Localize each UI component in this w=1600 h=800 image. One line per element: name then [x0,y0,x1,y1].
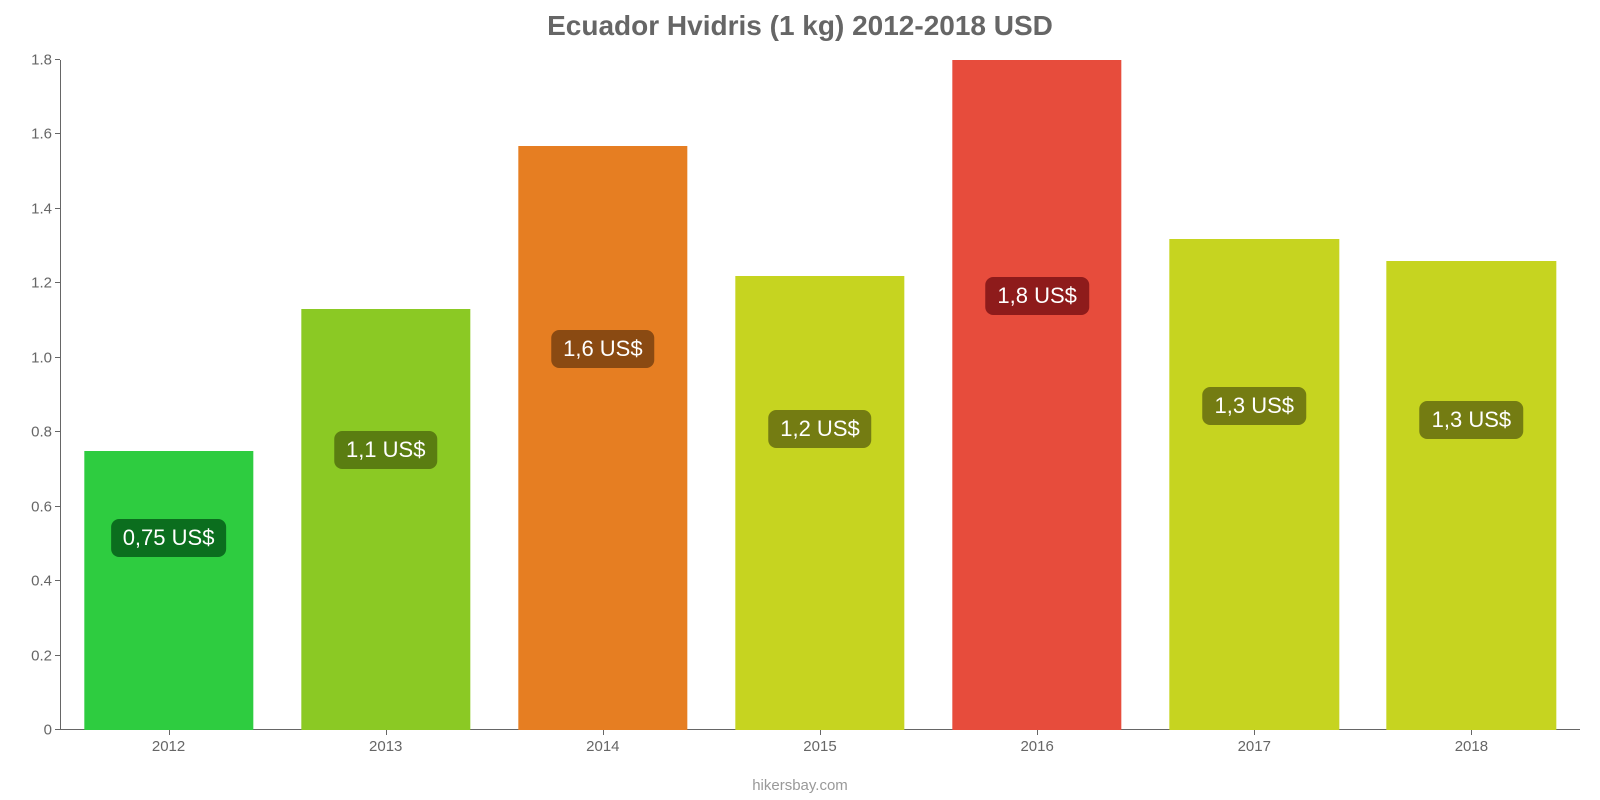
bar [735,276,904,730]
bar-value-label: 1,2 US$ [768,410,872,448]
plot-area: 0,75 US$20121,1 US$20131,6 US$20141,2 US… [60,60,1580,730]
bar-slot: 1,6 US$2014 [494,60,711,730]
y-tick-mark [55,729,60,730]
x-tick-mark [603,730,604,735]
x-tick-mark [386,730,387,735]
bar-slot: 1,3 US$2018 [1363,60,1580,730]
bar-slot: 1,3 US$2017 [1146,60,1363,730]
x-tick-mark [1037,730,1038,735]
bar-value-label: 1,6 US$ [551,330,655,368]
bar [84,451,253,730]
y-tick-mark [55,506,60,507]
x-tick-label: 2017 [1238,738,1271,755]
bars-group: 0,75 US$20121,1 US$20131,6 US$20141,2 US… [60,60,1580,730]
bar [1387,261,1556,730]
bar [952,60,1121,730]
bar-value-label: 1,1 US$ [334,431,438,469]
y-tick-mark [55,133,60,134]
y-tick-label: 1.6 [31,126,52,143]
y-tick-mark [55,282,60,283]
x-tick-mark [1471,730,1472,735]
y-tick-label: 1.8 [31,52,52,69]
y-tick-mark [55,59,60,60]
bar [518,146,687,730]
bar-slot: 1,2 US$2015 [711,60,928,730]
y-tick-mark [55,580,60,581]
bar-slot: 0,75 US$2012 [60,60,277,730]
x-tick-label: 2013 [369,738,402,755]
chart-container: Ecuador Hvidris (1 kg) 2012-2018 USD 0,7… [0,0,1600,800]
bar-value-label: 1,3 US$ [1203,387,1307,425]
bar [301,309,470,730]
x-tick-label: 2014 [586,738,619,755]
bar-value-label: 1,8 US$ [985,277,1089,315]
x-tick-mark [169,730,170,735]
bar-slot: 1,8 US$2016 [929,60,1146,730]
y-tick-label: 0.2 [31,647,52,664]
y-tick-label: 0.8 [31,424,52,441]
bar-value-label: 0,75 US$ [111,519,227,557]
y-tick-label: 1.2 [31,275,52,292]
y-tick-label: 1.4 [31,200,52,217]
attribution-text: hikersbay.com [0,777,1600,794]
x-tick-label: 2018 [1455,738,1488,755]
y-tick-label: 0.6 [31,498,52,515]
chart-title: Ecuador Hvidris (1 kg) 2012-2018 USD [0,10,1600,42]
y-tick-label: 0 [44,722,52,739]
x-tick-label: 2012 [152,738,185,755]
x-tick-mark [1254,730,1255,735]
x-tick-mark [820,730,821,735]
bar-value-label: 1,3 US$ [1420,401,1524,439]
bar-slot: 1,1 US$2013 [277,60,494,730]
y-tick-mark [55,357,60,358]
y-tick-mark [55,655,60,656]
y-tick-mark [55,431,60,432]
y-tick-mark [55,208,60,209]
x-tick-label: 2016 [1020,738,1053,755]
y-tick-label: 1.0 [31,349,52,366]
y-tick-label: 0.4 [31,573,52,590]
bar [1170,239,1339,730]
x-tick-label: 2015 [803,738,836,755]
